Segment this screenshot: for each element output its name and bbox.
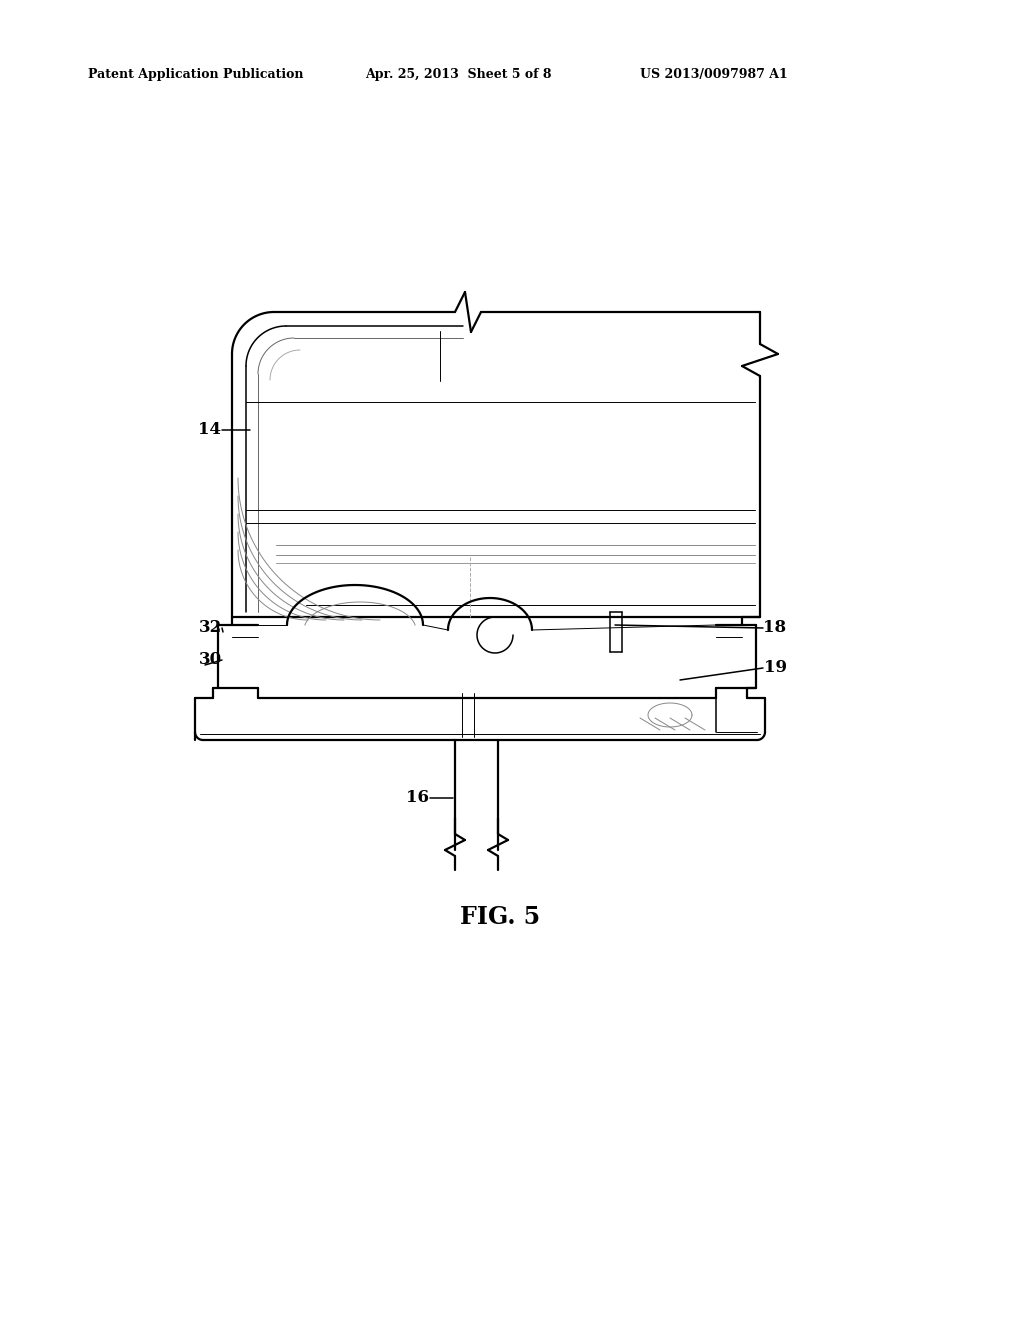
Text: 30: 30	[199, 652, 221, 668]
Text: FIG. 5: FIG. 5	[460, 906, 540, 929]
Text: US 2013/0097987 A1: US 2013/0097987 A1	[640, 69, 787, 81]
Text: 14: 14	[199, 421, 221, 438]
Text: 18: 18	[764, 619, 786, 636]
Text: Apr. 25, 2013  Sheet 5 of 8: Apr. 25, 2013 Sheet 5 of 8	[365, 69, 552, 81]
Text: 19: 19	[764, 660, 786, 676]
Text: 32: 32	[199, 619, 221, 636]
Text: Patent Application Publication: Patent Application Publication	[88, 69, 303, 81]
Text: 16: 16	[407, 789, 429, 807]
